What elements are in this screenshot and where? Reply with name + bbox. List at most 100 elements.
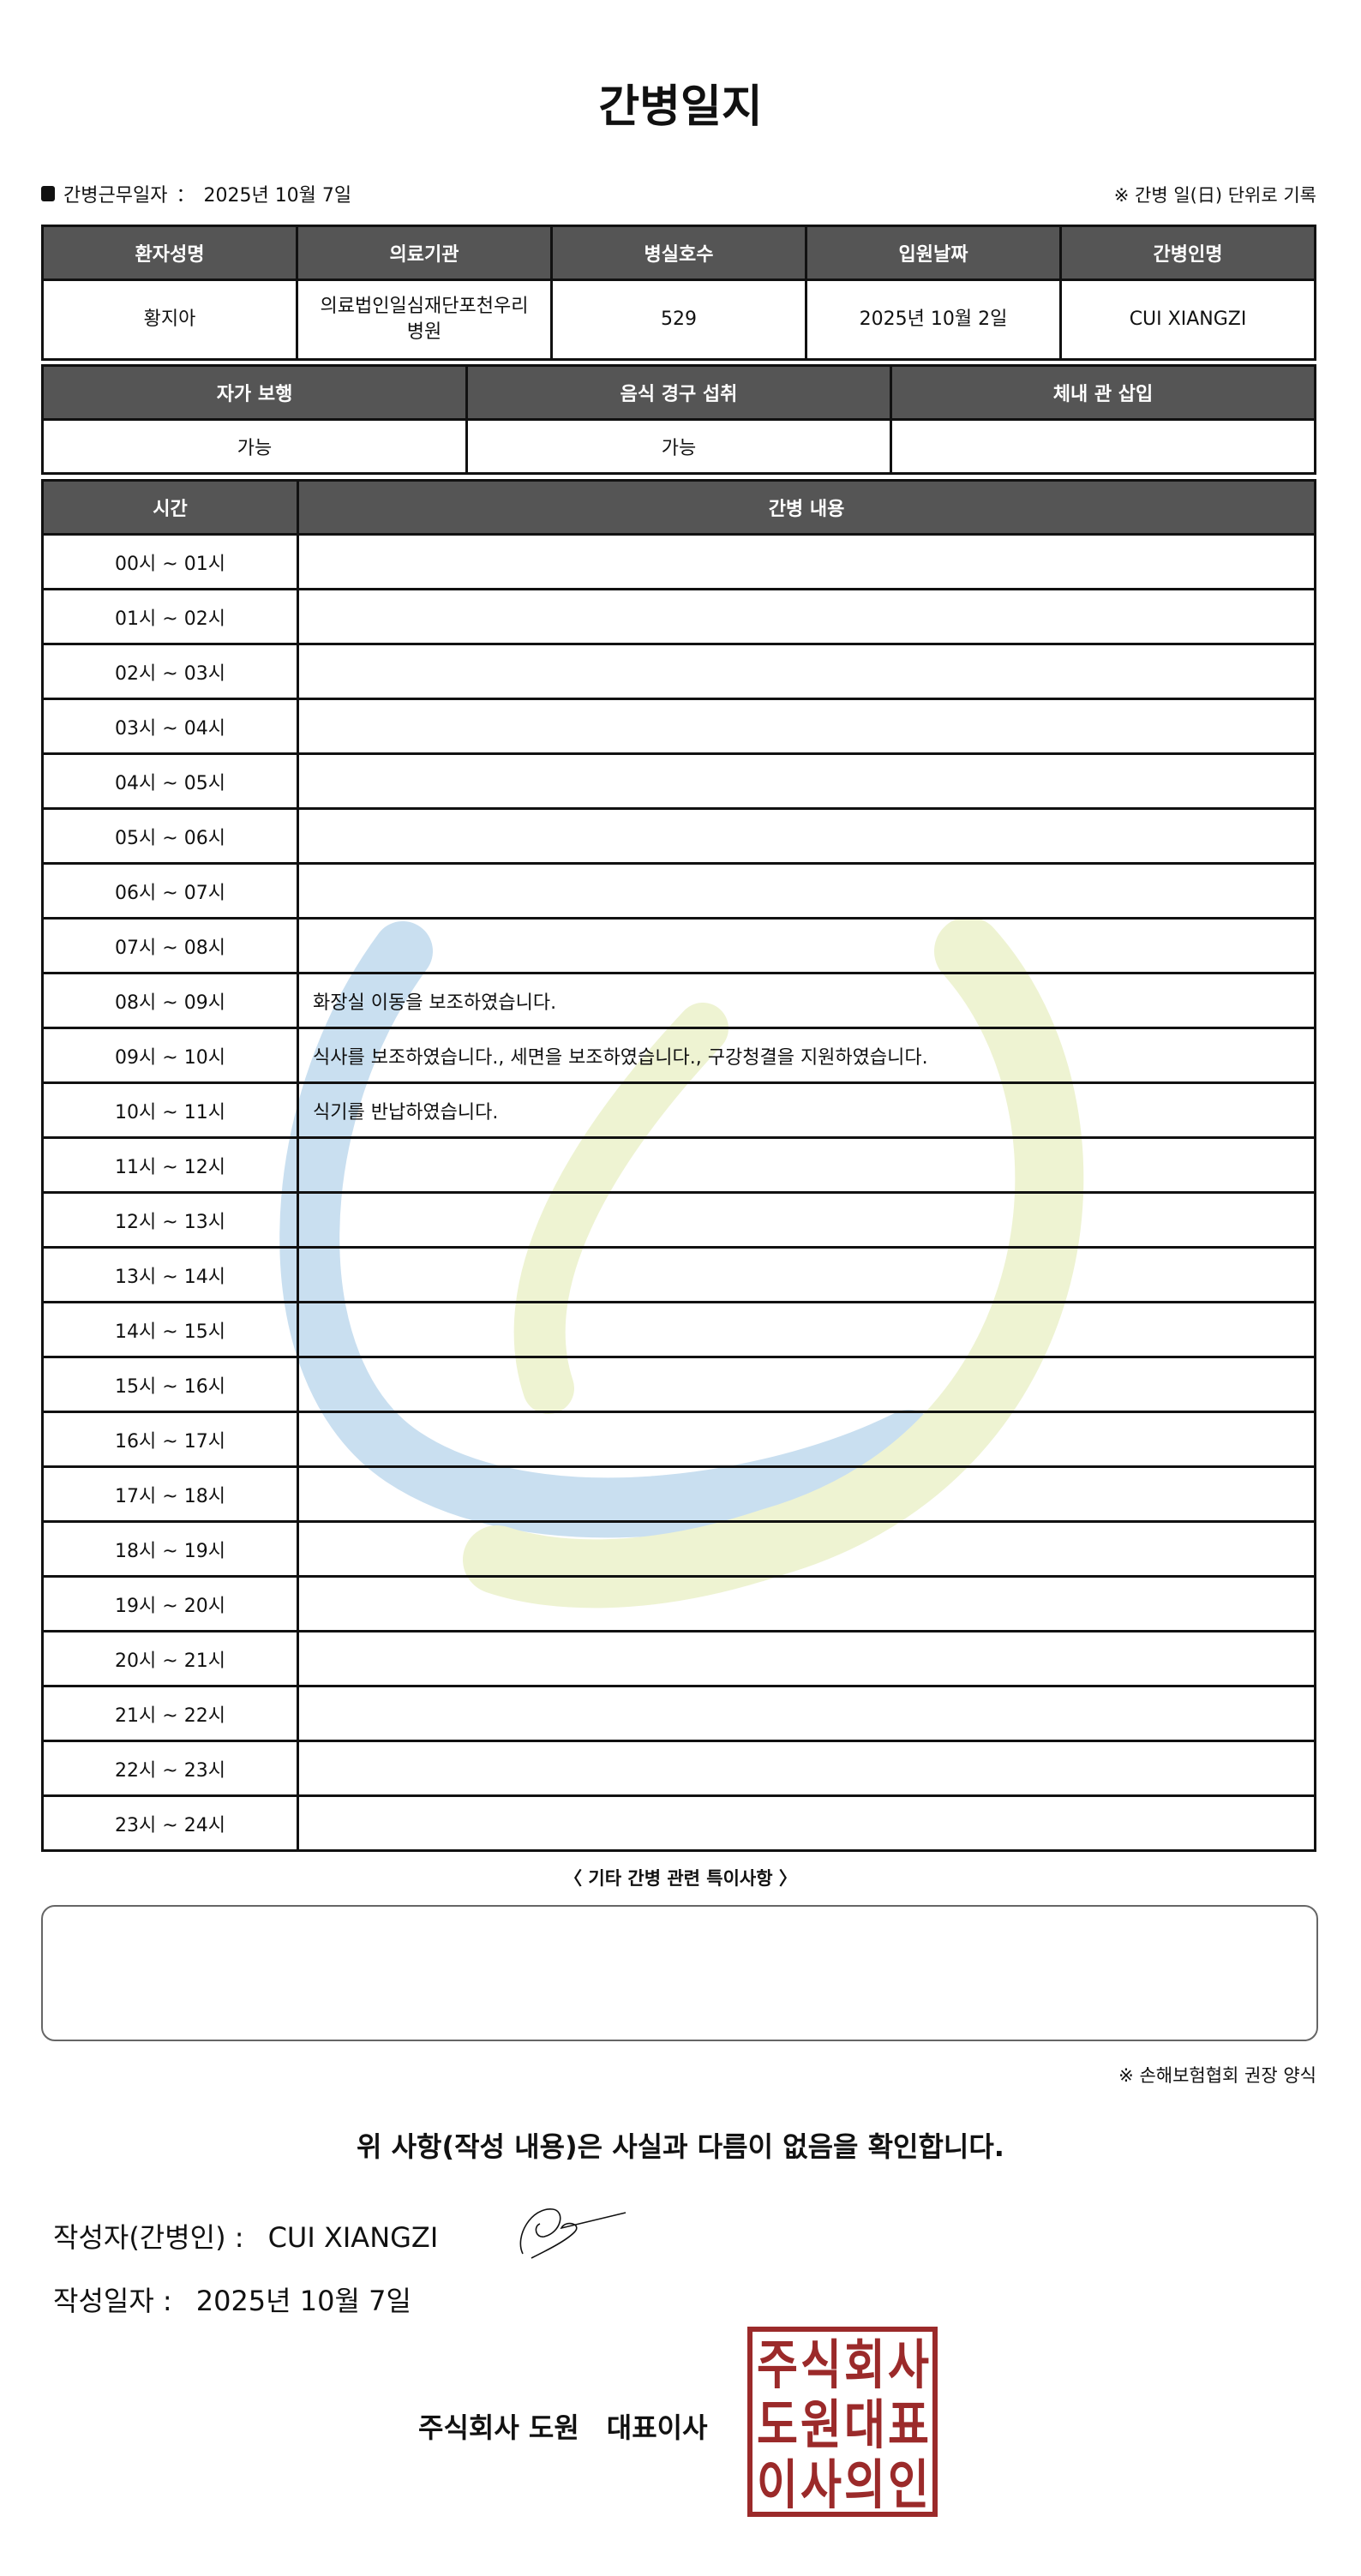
header-tube: 체내 관 삽입 xyxy=(890,364,1316,421)
log-content: 식기를 반납하였습니다. xyxy=(297,1081,1316,1139)
log-content xyxy=(297,917,1316,974)
log-time: 14시 ~ 15시 xyxy=(41,1301,299,1358)
seal-char: 인 xyxy=(888,2453,929,2516)
log-time: 17시 ~ 18시 xyxy=(41,1465,299,1523)
seal-char: 사 xyxy=(888,2333,929,2396)
log-row: 13시 ~ 14시 xyxy=(41,1246,1316,1303)
room-number: 529 xyxy=(550,279,807,361)
writer-name: CUI XIANGZI xyxy=(267,2221,439,2254)
log-time: 23시 ~ 24시 xyxy=(41,1794,299,1852)
work-date-line: 간병근무일자 ： 2025년 10월 7일 xyxy=(41,180,351,207)
signature xyxy=(519,2208,627,2259)
log-content xyxy=(297,1465,1316,1523)
log-content xyxy=(297,533,1316,590)
header-caregiver: 간병인명 xyxy=(1059,225,1316,281)
log-row: 10시 ~ 11시 식기를 반납하였습니다. xyxy=(41,1081,1316,1139)
log-content xyxy=(297,1136,1316,1194)
log-row: 14시 ~ 15시 xyxy=(41,1301,1316,1358)
seal-char: 원 xyxy=(800,2393,842,2456)
work-date-label: 간병근무일자 xyxy=(63,185,168,207)
notes-box xyxy=(41,1905,1318,2041)
log-time: 01시 ~ 02시 xyxy=(41,588,299,645)
log-time: 11시 ~ 12시 xyxy=(41,1136,299,1194)
log-time: 02시 ~ 03시 xyxy=(41,643,299,700)
bullet-square-icon xyxy=(41,186,55,201)
seal-char: 식 xyxy=(800,2333,842,2396)
log-row: 18시 ~ 19시 xyxy=(41,1520,1316,1578)
log-row: 21시 ~ 22시 xyxy=(41,1685,1316,1742)
log-row: 17시 ~ 18시 xyxy=(41,1465,1316,1523)
seal-char: 표 xyxy=(888,2393,929,2456)
header-oral-intake: 음식 경구 섭취 xyxy=(465,364,892,421)
admission-date: 2025년 10월 2일 xyxy=(805,279,1062,361)
log-row: 01시 ~ 02시 xyxy=(41,588,1316,645)
log-time: 03시 ~ 04시 xyxy=(41,698,299,755)
log-row: 04시 ~ 05시 xyxy=(41,752,1316,810)
seal-char: 도 xyxy=(757,2393,798,2456)
work-date-value: 2025년 10월 7일 xyxy=(203,185,352,207)
seal-char: 사 xyxy=(800,2453,842,2516)
seal-char: 대 xyxy=(844,2393,885,2456)
log-row: 06시 ~ 07시 xyxy=(41,862,1316,920)
log-content xyxy=(297,1630,1316,1687)
log-content xyxy=(297,1411,1316,1468)
log-row: 03시 ~ 04시 xyxy=(41,698,1316,755)
walking-status: 가능 xyxy=(41,418,468,475)
log-content xyxy=(297,1740,1316,1797)
header-institution: 의료기관 xyxy=(296,225,553,281)
log-content xyxy=(297,588,1316,645)
company-representative: 주식회사 도원 대표이사 xyxy=(418,2411,708,2444)
log-content xyxy=(297,643,1316,700)
log-content xyxy=(297,1794,1316,1852)
institution: 의료법인일심재단포천우리병원 xyxy=(296,279,553,361)
oral-intake-status: 가능 xyxy=(465,418,892,475)
header-room: 병실호수 xyxy=(550,225,807,281)
written-date: 2025년 10월 7일 xyxy=(195,2285,411,2317)
log-row: 20시 ~ 21시 xyxy=(41,1630,1316,1687)
page-title: 간병일지 xyxy=(598,81,763,133)
work-date-separator: ： xyxy=(176,185,195,207)
seal-char: 주 xyxy=(757,2333,798,2396)
log-time: 06시 ~ 07시 xyxy=(41,862,299,920)
tube-status xyxy=(890,418,1316,475)
log-time: 21시 ~ 22시 xyxy=(41,1685,299,1742)
log-content: 식사를 보조하였습니다., 세면을 보조하였습니다., 구강청결을 지원하였습니… xyxy=(297,1027,1316,1084)
log-row: 11시 ~ 12시 xyxy=(41,1136,1316,1194)
log-row: 08시 ~ 09시 화장실 이동을 보조하였습니다. xyxy=(41,972,1316,1029)
log-time: 13시 ~ 14시 xyxy=(41,1246,299,1303)
log-time: 22시 ~ 23시 xyxy=(41,1740,299,1797)
log-content xyxy=(297,1520,1316,1578)
log-row: 09시 ~ 10시 식사를 보조하였습니다., 세면을 보조하였습니다., 구강청… xyxy=(41,1027,1316,1084)
patient-status-table: 자가 보행 음식 경구 섭취 체내 관 삽입 가능 가능 xyxy=(41,364,1316,475)
header-time: 시간 xyxy=(41,479,299,536)
log-row: 15시 ~ 16시 xyxy=(41,1356,1316,1413)
log-content xyxy=(297,698,1316,755)
log-time: 20시 ~ 21시 xyxy=(41,1630,299,1687)
seal-char: 의 xyxy=(844,2453,885,2516)
log-time: 19시 ~ 20시 xyxy=(41,1575,299,1632)
header-admission-date: 입원날짜 xyxy=(805,225,1062,281)
log-content xyxy=(297,1575,1316,1632)
header-walking: 자가 보행 xyxy=(41,364,468,421)
log-time: 09시 ~ 10시 xyxy=(41,1027,299,1084)
log-time: 10시 ~ 11시 xyxy=(41,1081,299,1139)
record-note: ※ 간병 일(日) 단위로 기록 xyxy=(1113,185,1316,206)
log-time: 15시 ~ 16시 xyxy=(41,1356,299,1413)
log-time: 08시 ~ 09시 xyxy=(41,972,299,1029)
log-time: 05시 ~ 06시 xyxy=(41,807,299,865)
notes-heading: 〈 기타 간병 관련 특이사항 〉 xyxy=(564,1868,797,1889)
header-care-content: 간병 내용 xyxy=(297,479,1316,536)
log-content xyxy=(297,752,1316,810)
log-content xyxy=(297,1356,1316,1413)
date-label: 작성일자 : xyxy=(53,2285,172,2317)
seal-char: 이 xyxy=(757,2453,798,2516)
log-row: 02시 ~ 03시 xyxy=(41,643,1316,700)
log-content xyxy=(297,1191,1316,1249)
log-row: 19시 ~ 20시 xyxy=(41,1575,1316,1632)
log-time: 00시 ~ 01시 xyxy=(41,533,299,590)
care-log-table: 시간 간병 내용 00시 ~ 01시 01시 ~ 02시 02시 ~ 03시 03시 … xyxy=(41,479,1316,1852)
log-content xyxy=(297,862,1316,920)
log-content xyxy=(297,807,1316,865)
log-content xyxy=(297,1685,1316,1742)
log-row: 07시 ~ 08시 xyxy=(41,917,1316,974)
